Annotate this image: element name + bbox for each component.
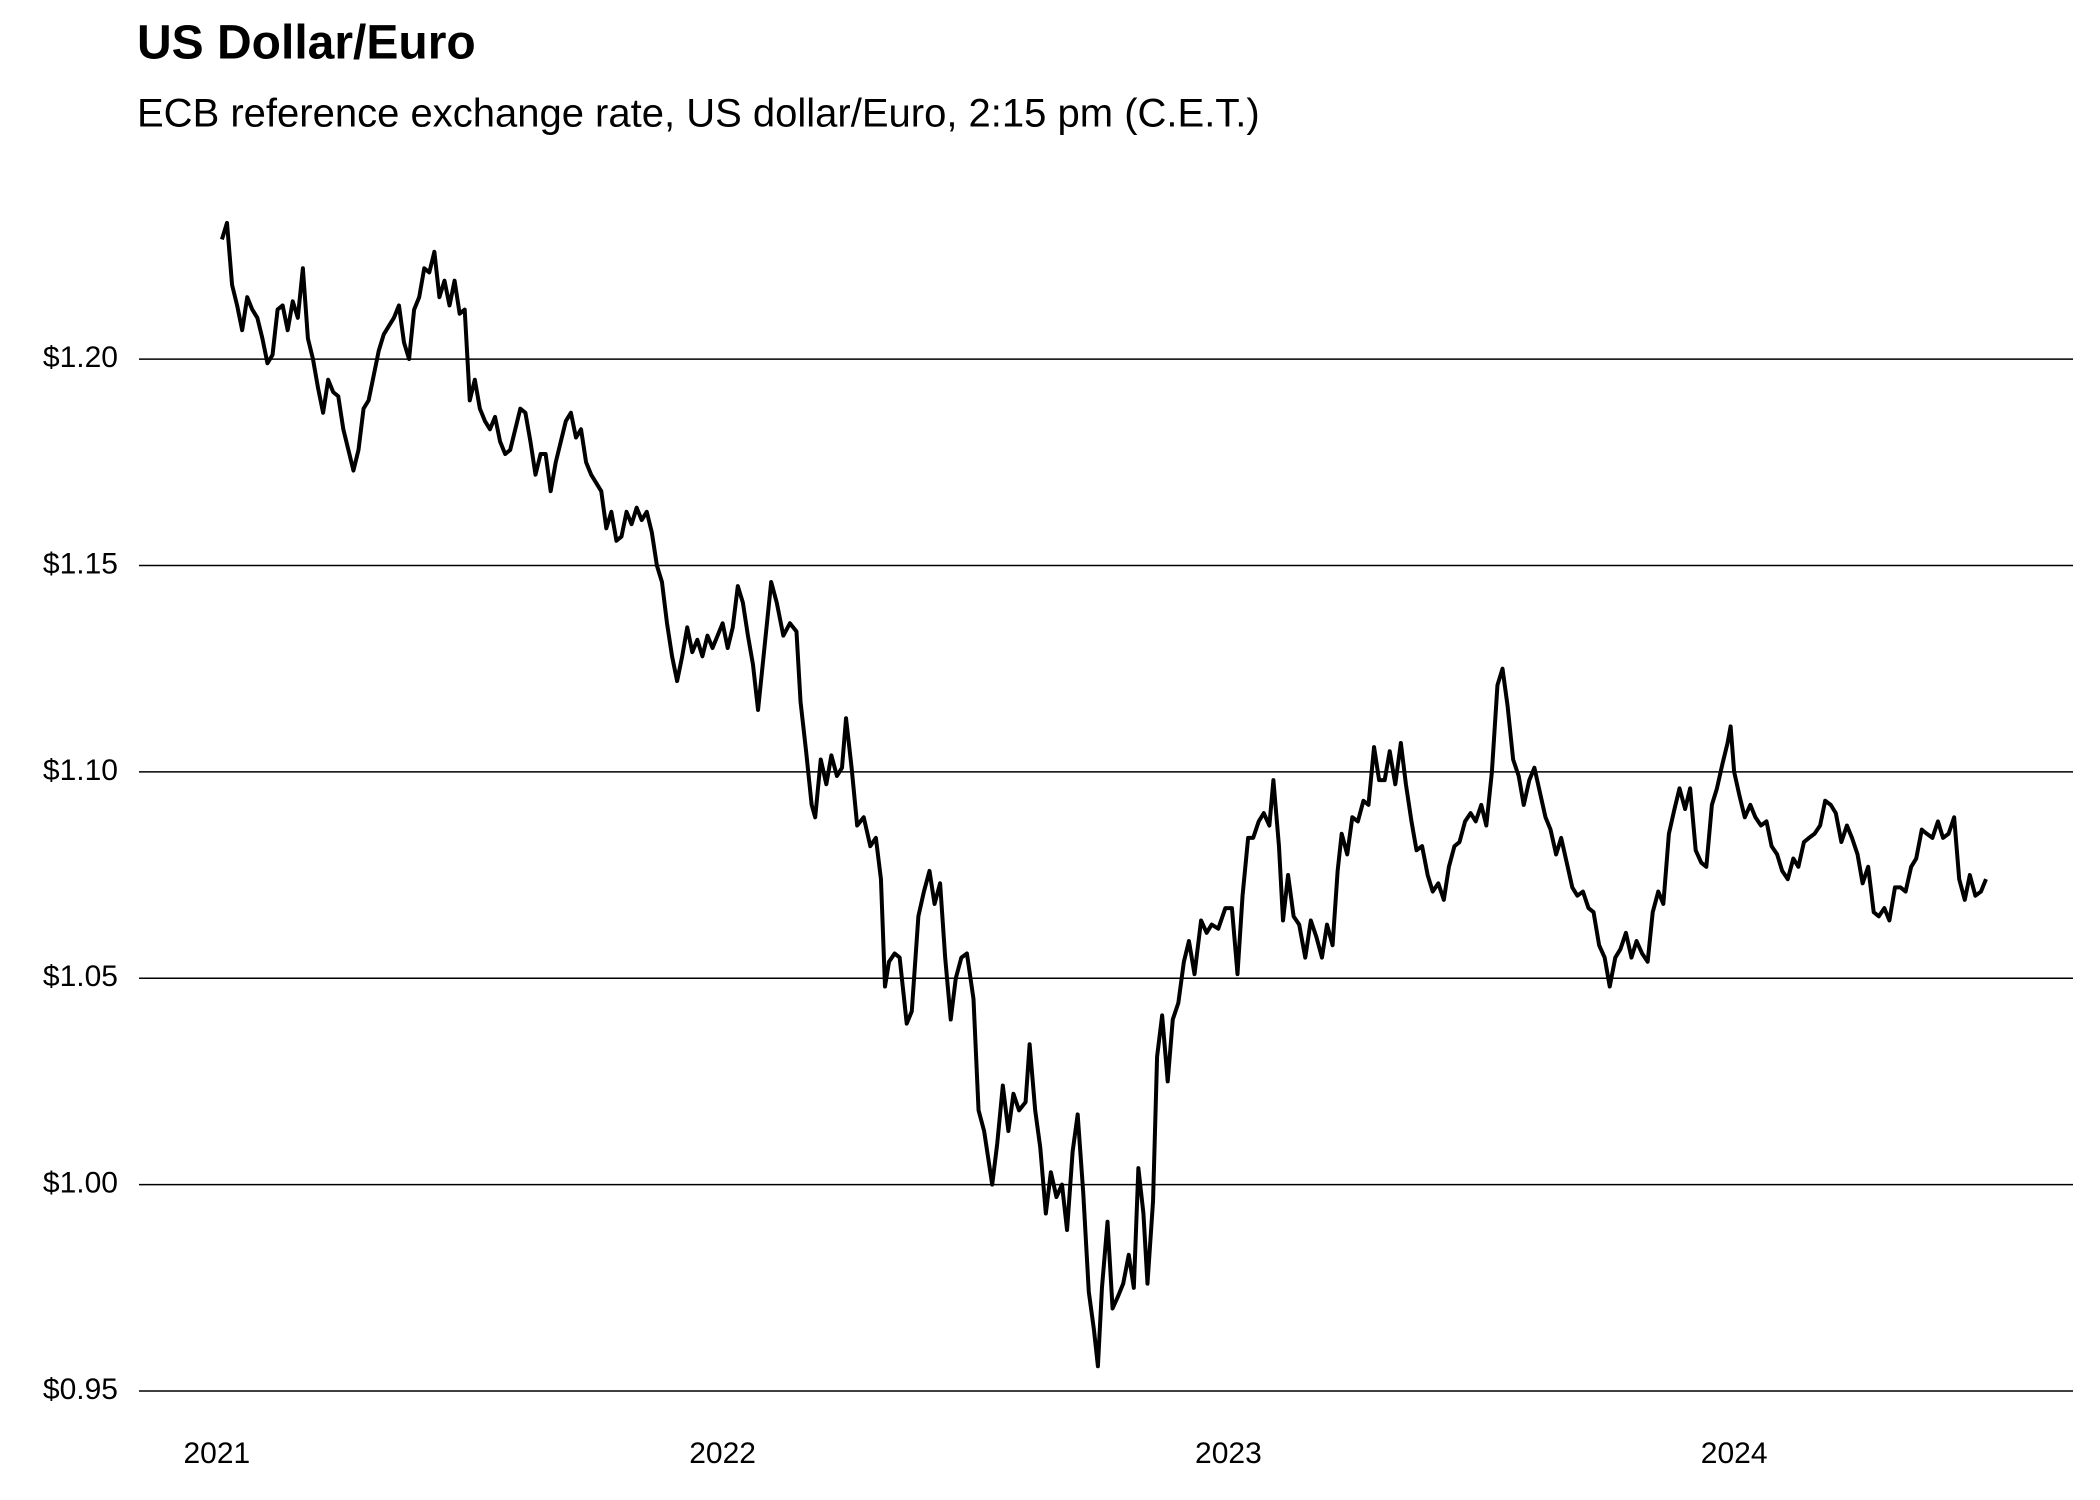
y-tick-label: $1.00 <box>43 1167 118 1200</box>
y-tick-label: $1.20 <box>43 341 118 374</box>
chart-title: US Dollar/Euro <box>137 17 476 70</box>
chart-subtitle: ECB reference exchange rate, US dollar/E… <box>137 92 1260 136</box>
y-tick-label: $0.95 <box>43 1373 118 1406</box>
y-tick-label: $1.10 <box>43 754 118 787</box>
price-line <box>220 220 1988 1369</box>
x-tick-label: 2023 <box>1195 1437 1262 1470</box>
x-tick-label: 2022 <box>689 1437 756 1470</box>
x-tick-label: 2021 <box>184 1437 251 1470</box>
x-tick-label: 2024 <box>1701 1437 1768 1470</box>
y-tick-label: $1.15 <box>43 547 118 580</box>
y-tick-label: $1.05 <box>43 960 118 993</box>
